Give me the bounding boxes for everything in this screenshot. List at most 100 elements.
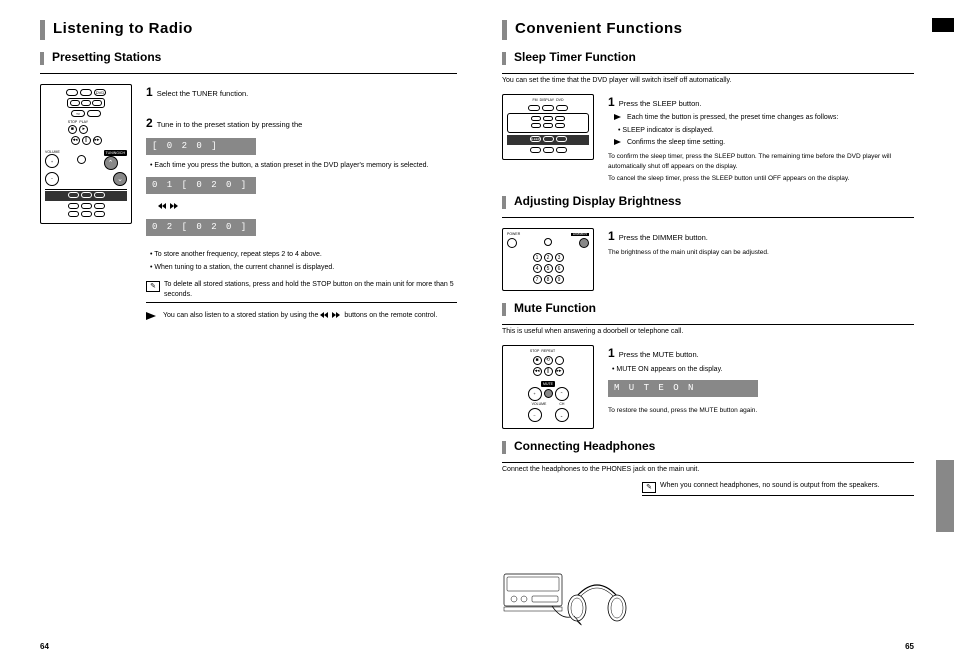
- remote-dvd-btn: DVD: [94, 89, 106, 96]
- main-title-row: Convenient Functions: [502, 20, 914, 40]
- step-number: 1: [608, 228, 615, 245]
- sleep-row-highlight: SLEEP: [507, 135, 589, 145]
- sub-text: To confirm the sleep timer, press the SL…: [608, 152, 914, 171]
- section-rule: [502, 217, 914, 218]
- edge-tab-black: [932, 18, 954, 32]
- sub-text: The brightness of the main unit display …: [608, 248, 914, 257]
- section-accent-bar: [40, 52, 44, 65]
- mute-button-icon: [544, 389, 553, 398]
- num-5-icon: 5: [544, 264, 553, 273]
- title-accent-bar: [40, 20, 45, 40]
- arrow-icon: [614, 139, 622, 145]
- vol-up-icon: +: [528, 387, 542, 401]
- stop-button-icon: ■: [533, 356, 542, 365]
- dimmer-text-col: 1 Press the DIMMER button. The brightnes…: [608, 228, 914, 292]
- tip-text: You can also listen to a stored station …: [163, 311, 437, 321]
- remote-mute-illustration: STOPREPEAT ■⟲ ◂◂||▸▸ MUTE + ⌃ VOLUMECH −: [502, 345, 594, 429]
- num-2-icon: 2: [544, 253, 553, 262]
- bullet-text: • MUTE ON appears on the display.: [612, 365, 914, 375]
- headphone-illustration: [502, 566, 627, 634]
- remote-btn: [94, 211, 105, 217]
- play-button-icon: ▸: [79, 125, 88, 134]
- remote-btn: [556, 136, 567, 142]
- num-7-icon: 7: [533, 275, 542, 284]
- step-text: Press the DIMMER button.: [619, 233, 708, 244]
- sub-text: To restore the sound, press the MUTE but…: [608, 406, 914, 415]
- edge-tab-grey: [936, 460, 954, 532]
- remote-btn: [544, 238, 552, 246]
- prev-button-icon: ◂◂: [533, 367, 542, 376]
- remote-btn: [543, 136, 554, 142]
- remote-btn: [543, 147, 554, 153]
- num-9-icon: 9: [555, 275, 564, 284]
- remote-btn: [81, 203, 92, 209]
- section-title: Adjusting Display Brightness: [514, 194, 681, 208]
- remote-btn: [81, 211, 92, 217]
- remote-btn: [531, 116, 541, 121]
- page-title: Listening to Radio: [53, 20, 193, 37]
- power-button-icon: [507, 238, 517, 248]
- volume-label: VOLUME: [45, 151, 60, 155]
- section-dimmer: Adjusting Display Brightness POWER DIMME…: [502, 194, 914, 292]
- tuning-down-icon: ⌄: [113, 172, 127, 186]
- section-intro: This is useful when answering a doorbell…: [502, 328, 914, 335]
- remote-col: STOPREPEAT ■⟲ ◂◂||▸▸ MUTE + ⌃ VOLUMECH −: [502, 345, 594, 429]
- dimmer-label: DIMMER: [571, 233, 589, 237]
- volume-label: VOLUME: [532, 403, 547, 407]
- bullet-text: Each time the button is pressed, the pre…: [627, 113, 838, 123]
- remote-btn: [92, 100, 102, 106]
- sleep-button-icon: SLEEP: [530, 136, 541, 142]
- arrow-icon: [614, 114, 622, 120]
- section-rule: [502, 324, 914, 325]
- cancel-text: To cancel the sleep timer, press the SLE…: [608, 174, 914, 183]
- step-number: 2: [146, 115, 153, 132]
- num-1-icon: 1: [533, 253, 542, 262]
- section-rule: [502, 462, 914, 463]
- remote-btn: [94, 203, 105, 209]
- section-title: Mute Function: [514, 301, 596, 315]
- section-title: Sleep Timer Function: [514, 50, 636, 64]
- mute-text-col: 1 Press the MUTE button. • MUTE ON appea…: [608, 345, 914, 429]
- note-row: ✎ To delete all stored stations, press a…: [146, 280, 457, 300]
- remote-btn: [80, 89, 92, 96]
- note-text: To delete all stored stations, press and…: [164, 280, 457, 300]
- remote-btn: [542, 105, 554, 111]
- section-rule: [502, 73, 914, 74]
- next-button-icon: ▸▸: [93, 136, 102, 145]
- remote-btn: [94, 192, 105, 198]
- mute-label: MUTE: [541, 381, 555, 387]
- remote-btn: [556, 147, 567, 153]
- source-group: [67, 98, 105, 108]
- section-accent-bar: [502, 52, 506, 65]
- note-rule: [642, 495, 914, 496]
- num-8-icon: 8: [544, 275, 553, 284]
- note-text: When you connect headphones, no sound is…: [660, 481, 879, 491]
- remote-dark-row: [45, 191, 127, 201]
- num-4-icon: 4: [533, 264, 542, 273]
- stop-button-icon: ■: [68, 125, 77, 134]
- info-text: • To store another frequency, repeat ste…: [150, 250, 457, 260]
- vol-down-icon: −: [45, 172, 59, 186]
- remote-btn: [68, 211, 79, 217]
- next-button-icon: ▸▸: [555, 367, 564, 376]
- remote-col: FMDISPLAYDVD: [502, 94, 594, 184]
- vol-up-icon: +: [45, 154, 59, 168]
- info-text: • When tuning to a station, the current …: [150, 263, 457, 273]
- repeat-button-icon: ⟲: [544, 356, 553, 365]
- stop-label: STOP: [530, 350, 539, 354]
- headphone-note: ✎ When you connect headphones, no sound …: [642, 481, 914, 496]
- content-row-left: DVD TV STOP■: [40, 84, 457, 321]
- remote-btn: [528, 105, 540, 111]
- bullet-text: • SLEEP indicator is displayed.: [618, 126, 914, 136]
- remote-illustration-col: DVD TV STOP■: [40, 84, 132, 321]
- section-accent-bar: [502, 303, 506, 316]
- section-preset: Presetting Stations: [40, 50, 457, 74]
- step-text: Press the MUTE button.: [619, 350, 699, 361]
- play-label: PLAY: [79, 121, 88, 125]
- remote-btn: [66, 89, 78, 96]
- ch-up-icon: ⌃: [555, 387, 569, 401]
- sleep-text-col: 1 Press the SLEEP button. Each time the …: [608, 94, 914, 184]
- step-text: Tune in to the preset station by pressin…: [157, 120, 303, 131]
- pause-button-icon: ||: [82, 136, 91, 145]
- remote-btn: [555, 356, 564, 365]
